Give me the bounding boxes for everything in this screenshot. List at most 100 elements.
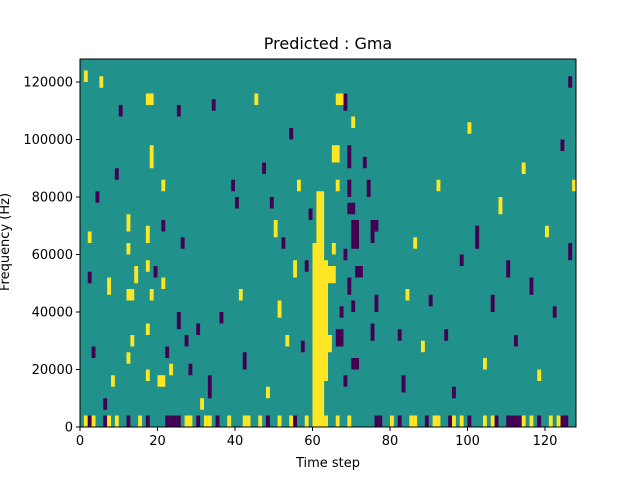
heatmap-cell-17 xyxy=(347,179,352,197)
heatmap-cell-42 xyxy=(145,93,154,105)
bottom-row-cell-24 xyxy=(173,415,177,427)
heatmap-cell-40 xyxy=(145,225,150,243)
bottom-row-cell-46 xyxy=(258,415,263,427)
bottom-row-cell-33 xyxy=(207,415,212,427)
heatmap-cell-113 xyxy=(83,70,88,82)
heatmap-cell-37 xyxy=(145,323,150,335)
bottom-row-cell-17 xyxy=(145,415,150,427)
bottom-row-cell-77 xyxy=(378,415,383,427)
heatmap-cell-10 xyxy=(343,93,348,111)
heatmap-cell-35 xyxy=(130,335,135,347)
heatmap-cell-27 xyxy=(362,156,367,169)
bottom-row-cell-2 xyxy=(87,415,92,427)
bottom-row-cell-54 xyxy=(289,415,294,427)
bottom-row-cell-111 xyxy=(510,415,514,427)
heatmap-cell-91 xyxy=(490,294,495,312)
y-tick-label-6: 120000 xyxy=(23,76,73,91)
bottom-row-cell-63 xyxy=(324,415,328,427)
bottom-row-cell-86 xyxy=(413,415,418,427)
bottom-row-cell-6 xyxy=(103,415,108,427)
heatmap-cell-44 xyxy=(161,277,166,289)
heatmap-cell-54 xyxy=(188,363,193,376)
bottom-row-cell-123 xyxy=(556,415,561,427)
heatmap-cell-60 xyxy=(231,179,235,192)
heatmap-cell-41 xyxy=(149,145,154,169)
bottom-row-cell-91 xyxy=(432,415,437,427)
heatmap-cell-80 xyxy=(405,289,410,301)
bottom-row-cell-92 xyxy=(436,415,441,427)
bottom-row-cell-3 xyxy=(91,415,96,427)
bottom-row-cell-38 xyxy=(227,415,232,427)
bottom-row-cell-110 xyxy=(506,415,511,427)
y-tick-label-2: 40000 xyxy=(32,306,73,321)
heatmap-cell-86 xyxy=(452,386,456,399)
bottom-row-cell-106 xyxy=(490,415,495,427)
heatmap-cell-66 xyxy=(269,197,274,209)
bottom-row-cell-96 xyxy=(452,415,456,427)
heatmap-cell-2 xyxy=(320,260,328,381)
bottom-row-cell-124 xyxy=(560,415,565,427)
heatmap-cell-55 xyxy=(196,323,201,335)
bottom-row-cell-35 xyxy=(215,415,220,427)
heatmap-cell-52 xyxy=(184,335,189,347)
heatmap-cell-34 xyxy=(126,352,131,364)
bottom-row-cell-100 xyxy=(467,415,472,427)
bottom-row-cell-12 xyxy=(126,415,131,427)
bottom-row-cell-62 xyxy=(320,415,325,427)
heatmap-cell-65 xyxy=(262,162,266,174)
heatmap-cell-20 xyxy=(347,277,352,295)
bottom-row-cell-58 xyxy=(304,415,309,427)
heatmap-cell-110 xyxy=(111,375,115,387)
heatmap-cell-100 xyxy=(560,139,565,151)
bottom-row-cell-118 xyxy=(537,415,542,427)
x-tick-label-1: 20 xyxy=(149,434,166,449)
heatmap-cell-107 xyxy=(99,76,104,88)
heatmap-cell-101 xyxy=(568,243,573,261)
heatmap-cell-16 xyxy=(351,358,359,370)
heatmap-cell-23 xyxy=(343,375,348,387)
heatmap-cell-0 xyxy=(312,243,325,427)
heatmap-cell-93 xyxy=(506,260,511,278)
bottom-row-cell-85 xyxy=(409,415,414,427)
heatmap-cell-95 xyxy=(521,162,526,174)
heatmap-cell-98 xyxy=(545,225,549,238)
heatmap-cell-63 xyxy=(242,352,247,370)
heatmap-cell-108 xyxy=(103,398,108,410)
heatmap-cell-85 xyxy=(444,329,449,341)
heatmap-cells xyxy=(83,70,576,427)
y-tick-label-4: 80000 xyxy=(32,191,73,206)
bottom-row-cell-82 xyxy=(397,415,402,427)
heatmap-cell-12 xyxy=(351,116,356,128)
y-tick-label-5: 100000 xyxy=(23,133,73,148)
heatmap-cell-81 xyxy=(413,237,418,249)
bottom-row-cell-104 xyxy=(483,415,487,427)
bottom-row-cell-125 xyxy=(564,415,569,427)
heatmap-cell-4 xyxy=(324,335,332,353)
heatmap-cell-64 xyxy=(254,93,259,105)
heatmap-cell-96 xyxy=(529,277,534,295)
heatmap-cell-15 xyxy=(351,300,356,312)
heatmap-cell-38 xyxy=(149,289,154,301)
heatmap-cell-36 xyxy=(145,369,150,381)
heatmap-cell-82 xyxy=(421,340,425,353)
heatmap-cell-76 xyxy=(308,208,313,220)
plot-frame xyxy=(79,58,577,428)
heatmap-cell-77 xyxy=(289,128,294,140)
chart-title: Predicted : Gma xyxy=(264,34,392,53)
bottom-row-cell-76 xyxy=(374,415,379,427)
bottom-row-cell-55 xyxy=(293,415,297,427)
bottom-row-cell-60 xyxy=(312,415,317,427)
x-axis: 0 20 40 60 80 100 120 xyxy=(76,427,557,449)
x-tick-label-5: 100 xyxy=(455,434,480,449)
heatmap-cell-3 xyxy=(312,358,321,370)
heatmap-cell-53 xyxy=(176,105,181,117)
heatmap-cell-30 xyxy=(126,289,135,301)
heatmap-cell-8 xyxy=(331,145,340,163)
bottom-row-cell-15 xyxy=(138,415,142,427)
heatmap-cell-109 xyxy=(107,277,111,295)
heatmap-cell-22 xyxy=(335,329,344,347)
bottom-row-cell-43 xyxy=(246,415,251,427)
y-tick-label-1: 20000 xyxy=(32,363,73,378)
heatmap-cell-6 xyxy=(331,243,336,255)
heatmap-cell-21 xyxy=(339,306,344,318)
